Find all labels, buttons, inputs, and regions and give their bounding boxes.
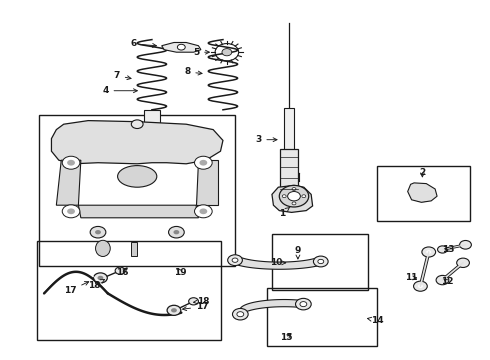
Text: 3: 3 xyxy=(255,135,277,144)
Circle shape xyxy=(237,312,244,317)
Ellipse shape xyxy=(96,240,110,256)
Circle shape xyxy=(67,208,75,214)
Circle shape xyxy=(171,308,177,312)
Text: 1: 1 xyxy=(279,207,290,218)
Bar xyxy=(267,288,377,346)
Text: 4: 4 xyxy=(102,86,137,95)
Bar xyxy=(39,115,235,266)
Text: 19: 19 xyxy=(174,268,187,276)
Text: 7: 7 xyxy=(113,71,131,80)
Bar xyxy=(280,149,298,196)
Text: 14: 14 xyxy=(368,316,384,325)
Circle shape xyxy=(232,309,248,320)
Circle shape xyxy=(426,250,431,254)
Text: 5: 5 xyxy=(193,48,209,57)
Text: 9: 9 xyxy=(294,246,301,259)
Text: 6: 6 xyxy=(130,40,156,49)
Circle shape xyxy=(457,258,469,267)
Polygon shape xyxy=(78,205,198,218)
Text: 2: 2 xyxy=(419,168,425,177)
Text: 17: 17 xyxy=(183,302,209,311)
Circle shape xyxy=(279,185,309,207)
Circle shape xyxy=(67,160,75,166)
Polygon shape xyxy=(56,160,81,205)
Text: 18: 18 xyxy=(88,279,104,289)
Polygon shape xyxy=(272,185,313,212)
Circle shape xyxy=(62,205,80,218)
Circle shape xyxy=(98,276,103,280)
Bar xyxy=(272,234,368,290)
Circle shape xyxy=(292,188,296,190)
Circle shape xyxy=(232,258,238,262)
Text: 12: 12 xyxy=(441,277,454,286)
Circle shape xyxy=(282,195,286,198)
Bar xyxy=(284,108,294,153)
Polygon shape xyxy=(233,256,323,269)
Circle shape xyxy=(418,190,427,197)
Text: 10: 10 xyxy=(270,258,286,267)
Text: 15: 15 xyxy=(280,333,293,342)
Circle shape xyxy=(460,240,471,249)
Circle shape xyxy=(131,120,143,129)
Text: 17: 17 xyxy=(64,282,89,295)
Circle shape xyxy=(228,255,243,266)
Polygon shape xyxy=(162,42,201,52)
Polygon shape xyxy=(51,121,223,164)
Bar xyxy=(144,110,160,130)
Circle shape xyxy=(115,267,125,274)
Circle shape xyxy=(292,202,296,205)
Text: 13: 13 xyxy=(442,245,455,253)
Circle shape xyxy=(414,281,427,291)
Circle shape xyxy=(295,298,311,310)
Circle shape xyxy=(436,275,449,285)
Circle shape xyxy=(422,247,436,257)
Polygon shape xyxy=(408,183,437,202)
Circle shape xyxy=(95,230,101,234)
Circle shape xyxy=(62,156,80,169)
Circle shape xyxy=(318,259,324,264)
Circle shape xyxy=(314,256,328,267)
Ellipse shape xyxy=(118,166,157,187)
Circle shape xyxy=(288,192,300,201)
Circle shape xyxy=(438,246,447,253)
Circle shape xyxy=(300,302,307,307)
Circle shape xyxy=(167,305,181,315)
Text: 16: 16 xyxy=(116,268,129,276)
Circle shape xyxy=(195,205,212,218)
Circle shape xyxy=(302,195,306,198)
Circle shape xyxy=(199,208,207,214)
Circle shape xyxy=(195,156,212,169)
Bar xyxy=(377,166,470,221)
Circle shape xyxy=(222,49,232,56)
Circle shape xyxy=(177,44,185,50)
Bar xyxy=(131,242,137,256)
Bar xyxy=(37,241,220,340)
Circle shape xyxy=(128,170,146,183)
Text: 18: 18 xyxy=(194,297,210,306)
Circle shape xyxy=(189,298,198,305)
Circle shape xyxy=(418,284,423,288)
Circle shape xyxy=(169,226,184,238)
Circle shape xyxy=(90,226,106,238)
Polygon shape xyxy=(196,160,218,205)
Polygon shape xyxy=(240,300,303,318)
Circle shape xyxy=(199,160,207,166)
Circle shape xyxy=(286,199,292,204)
Text: 8: 8 xyxy=(184,68,202,77)
Text: 11: 11 xyxy=(405,274,418,282)
Circle shape xyxy=(173,230,179,234)
Circle shape xyxy=(412,186,433,202)
Circle shape xyxy=(94,273,107,283)
